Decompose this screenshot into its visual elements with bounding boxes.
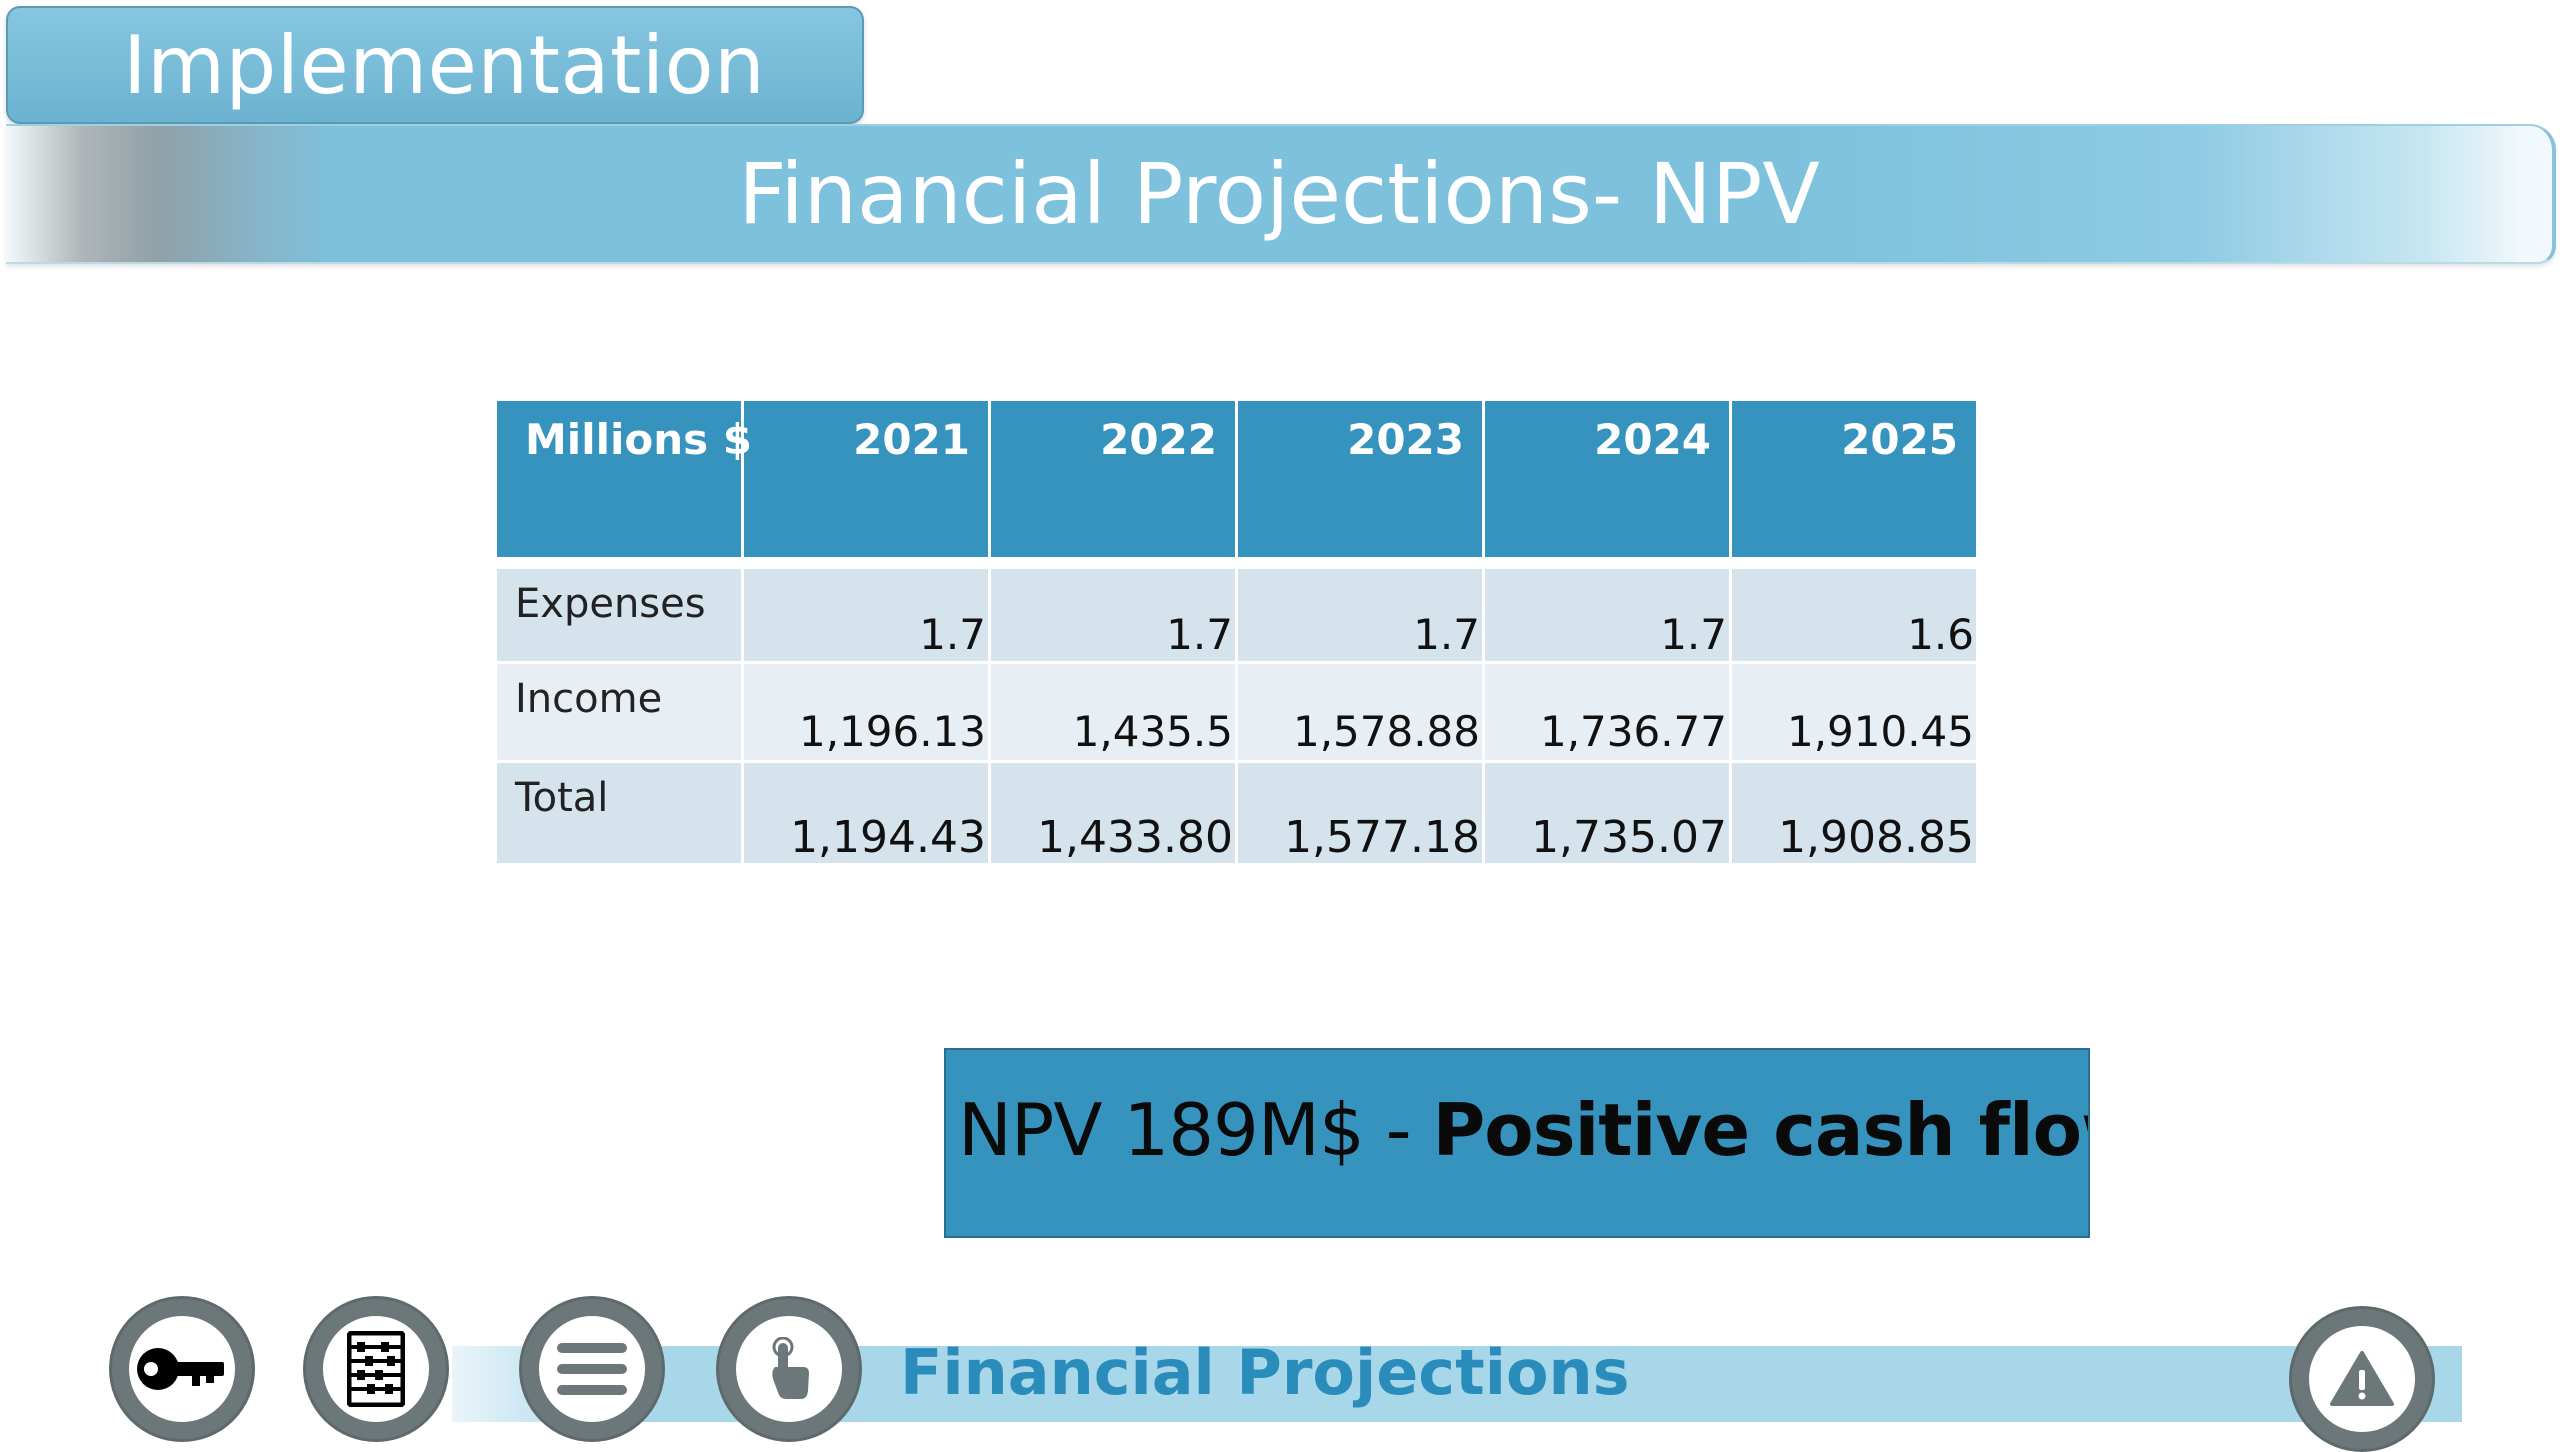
table-header-row: Millions $ 2021 2022 2023 2024 2025 xyxy=(497,401,1976,557)
table-cell: 1.7 xyxy=(1238,569,1482,661)
table-cell: 1,194.43 xyxy=(744,763,988,863)
column-header-year: 2024 xyxy=(1485,401,1729,557)
menu-button[interactable] xyxy=(519,1296,665,1442)
row-label-income: Income xyxy=(497,664,741,760)
column-header-year: 2022 xyxy=(991,401,1235,557)
table-cell: 1,910.45 xyxy=(1732,664,1976,760)
warning-icon xyxy=(2330,1351,2394,1406)
column-header-year: 2023 xyxy=(1238,401,1482,557)
table-cell: 1.7 xyxy=(1485,569,1729,661)
key-button[interactable] xyxy=(109,1296,255,1442)
npv-callout-text: NPV 189M$ - Positive cash flow xyxy=(958,1094,2088,1166)
abacus-icon xyxy=(347,1331,405,1407)
table-cell: 1,433.80 xyxy=(991,763,1235,863)
table-cell: 1.6 xyxy=(1732,569,1976,661)
nav-section-title: Financial Projections xyxy=(900,1336,1630,1409)
page-title: Financial Projections- NPV xyxy=(738,145,1820,243)
table-cell: 1,196.13 xyxy=(744,664,988,760)
table-row-expenses: Expenses 1.7 1.7 1.7 1.7 1.6 xyxy=(497,569,1976,661)
table-cell: 1.7 xyxy=(991,569,1235,661)
npv-value: NPV 189M$ - xyxy=(958,1088,1433,1172)
menu-icon xyxy=(557,1343,627,1395)
key-icon xyxy=(137,1348,224,1390)
table-row-income: Income 1,196.13 1,435.5 1,578.88 1,736.7… xyxy=(497,664,1976,760)
table-cell: 1,435.5 xyxy=(991,664,1235,760)
title-banner: Financial Projections- NPV xyxy=(6,124,2556,264)
npv-callout: NPV 189M$ - Positive cash flow xyxy=(944,1048,2090,1238)
table-cell: 1,736.77 xyxy=(1485,664,1729,760)
warning-button[interactable] xyxy=(2289,1306,2435,1452)
interact-button[interactable] xyxy=(716,1296,862,1442)
table-cell: 1,577.18 xyxy=(1238,763,1482,863)
row-label-total: Total xyxy=(497,763,741,863)
hand-pointer-icon xyxy=(772,1337,809,1399)
section-tab-label: Implementation xyxy=(123,19,766,112)
abacus-button[interactable] xyxy=(303,1296,449,1442)
column-header-year: 2025 xyxy=(1732,401,1976,557)
table-cell: 1,908.85 xyxy=(1732,763,1976,863)
npv-conclusion: Positive cash flow xyxy=(1432,1088,2090,1172)
section-tab: Implementation xyxy=(6,6,864,124)
table-cell: 1.7 xyxy=(744,569,988,661)
row-label-expenses: Expenses xyxy=(497,569,741,661)
financial-projections-table: Millions $ 2021 2022 2023 2024 2025 Expe… xyxy=(494,398,1979,866)
table-row-total: Total 1,194.43 1,433.80 1,577.18 1,735.0… xyxy=(497,763,1976,863)
table-cell: 1,578.88 xyxy=(1238,664,1482,760)
column-header-year: 2021 xyxy=(744,401,988,557)
column-header-units: Millions $ xyxy=(497,401,752,557)
table-cell: 1,735.07 xyxy=(1485,763,1729,863)
